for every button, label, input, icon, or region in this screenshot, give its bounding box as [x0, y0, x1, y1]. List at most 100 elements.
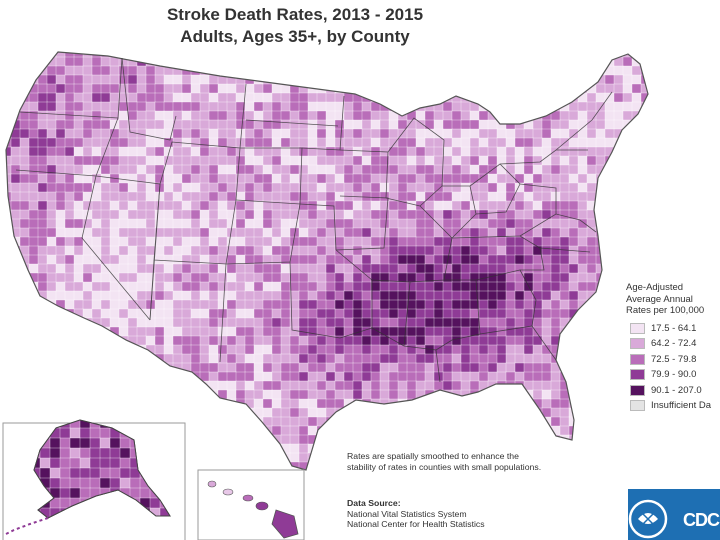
county-cell — [586, 101, 597, 112]
county-cell — [541, 65, 552, 76]
county-cell — [406, 416, 417, 427]
county-cell — [298, 434, 309, 445]
county-cell — [514, 101, 525, 112]
county-cell — [169, 477, 170, 489]
county-cell — [82, 335, 93, 346]
county-cell — [55, 155, 66, 166]
county-cell — [172, 218, 183, 229]
county-cell — [388, 218, 399, 229]
county-cell — [550, 218, 561, 229]
county-cell — [28, 326, 39, 337]
county-cell — [469, 317, 480, 328]
county-cell — [199, 209, 210, 220]
county-cell — [604, 65, 615, 76]
county-cell — [154, 434, 165, 445]
county-cell — [154, 281, 165, 292]
county-cell — [136, 137, 147, 148]
county-cell — [532, 209, 543, 220]
county-cell — [622, 452, 633, 463]
title-line-2: Adults, Ages 35+, by County — [180, 27, 410, 46]
county-cell — [235, 326, 246, 337]
county-cell — [119, 487, 131, 499]
county-cell — [64, 146, 75, 157]
county-cell — [379, 83, 390, 94]
county-cell — [190, 101, 201, 112]
county-cell — [253, 245, 264, 256]
county-cell — [280, 308, 291, 319]
county-cell — [159, 467, 170, 479]
county-cell — [244, 353, 255, 364]
county-cell — [159, 517, 170, 518]
county-cell — [352, 56, 363, 67]
county-cell — [64, 344, 75, 355]
county-cell — [640, 128, 648, 139]
county-cell — [559, 182, 570, 193]
county-cell — [406, 407, 417, 418]
county-cell — [487, 317, 498, 328]
county-cell — [352, 434, 363, 445]
county-cell — [190, 425, 201, 436]
county-cell — [307, 353, 318, 364]
county-cell — [541, 317, 552, 328]
county-cell — [361, 416, 372, 427]
county-cell — [37, 407, 48, 418]
county-cell — [442, 146, 453, 157]
county-cell — [190, 56, 201, 67]
county-cell — [352, 164, 363, 175]
county-cell — [208, 209, 219, 220]
county-cell — [595, 452, 606, 463]
county-cell — [6, 290, 12, 301]
county-cell — [541, 254, 552, 265]
county-cell — [595, 362, 606, 373]
county-cell — [217, 173, 228, 184]
county-cell — [64, 290, 75, 301]
county-cell — [159, 477, 170, 489]
county-cell — [496, 308, 507, 319]
county-cell — [280, 137, 291, 148]
county-cell — [505, 119, 516, 130]
county-cell — [505, 353, 516, 364]
county-cell — [442, 182, 453, 193]
county-cell — [253, 362, 264, 373]
county-cell — [442, 263, 453, 274]
county-cell — [352, 236, 363, 247]
county-cell — [145, 443, 156, 454]
county-cell — [82, 389, 93, 400]
county-cell — [253, 236, 264, 247]
county-cell — [208, 272, 219, 283]
county-cell — [118, 344, 129, 355]
county-cell — [154, 236, 165, 247]
county-cell — [487, 83, 498, 94]
county-cell — [307, 407, 318, 418]
county-cell — [379, 119, 390, 130]
county-cell — [451, 191, 462, 202]
county-cell — [316, 101, 327, 112]
county-cell — [631, 263, 642, 274]
county-cell — [226, 83, 237, 94]
county-cell — [631, 137, 642, 148]
county-cell — [487, 74, 498, 85]
county-cell — [64, 281, 75, 292]
county-cell — [397, 146, 408, 157]
county-cell — [289, 263, 300, 274]
county-cell — [370, 371, 381, 382]
county-cell — [6, 83, 12, 94]
county-cell — [469, 236, 480, 247]
county-cell — [190, 452, 201, 463]
county-cell — [469, 254, 480, 265]
county-cell — [577, 407, 588, 418]
county-cell — [622, 254, 633, 265]
county-cell — [361, 227, 372, 238]
county-cell — [361, 299, 372, 310]
county-cell — [622, 173, 633, 184]
county-cell — [262, 218, 273, 229]
county-cell — [226, 452, 237, 463]
county-cell — [39, 447, 51, 459]
county-cell — [361, 155, 372, 166]
county-cell — [415, 128, 426, 139]
county-cell — [217, 101, 228, 112]
county-cell — [622, 425, 633, 436]
county-cell — [541, 52, 552, 58]
county-cell — [217, 398, 228, 409]
county-cell — [586, 461, 597, 470]
